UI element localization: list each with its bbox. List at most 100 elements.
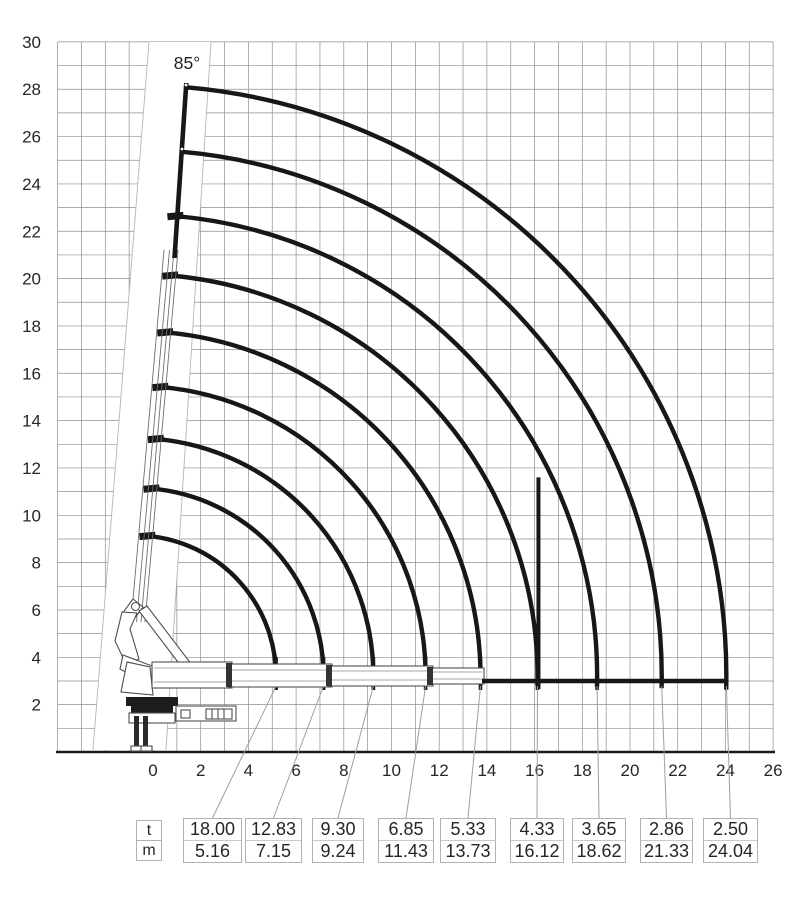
x-tick-label: 8 bbox=[339, 761, 348, 780]
reach-value: 21.33 bbox=[643, 841, 690, 861]
table-leader-lines bbox=[212, 685, 731, 819]
table-row-labels: t m bbox=[136, 820, 162, 861]
boom-collar bbox=[143, 484, 160, 493]
capacity-value: 6.85 bbox=[379, 819, 433, 841]
row-label-capacity: t bbox=[137, 821, 161, 841]
y-tick-label: 12 bbox=[22, 459, 41, 478]
outrigger-pad bbox=[140, 745, 153, 752]
crane-illustration bbox=[114, 82, 727, 752]
leader-line bbox=[467, 685, 481, 819]
boom-joint bbox=[180, 147, 184, 151]
reach-arc bbox=[180, 149, 664, 689]
capacity-value: 9.30 bbox=[313, 819, 363, 841]
base-plate bbox=[131, 706, 173, 713]
boom-collar bbox=[139, 531, 156, 541]
outrigger-leg bbox=[143, 716, 148, 747]
load-table-column: 4.33 16.12 bbox=[510, 818, 564, 863]
reach-arc bbox=[151, 486, 326, 681]
subframe-grille bbox=[205, 708, 233, 720]
leader-line bbox=[337, 685, 374, 819]
y-tick-label: 10 bbox=[22, 506, 41, 525]
vertical-boom-sections bbox=[130, 249, 179, 623]
capacity-value: 2.50 bbox=[704, 819, 757, 841]
subframe-detail bbox=[180, 709, 191, 719]
reach-value: 11.43 bbox=[384, 841, 428, 861]
reach-value: 16.12 bbox=[514, 841, 560, 861]
load-table-column: 9.30 9.24 bbox=[312, 818, 364, 863]
boom-collar bbox=[161, 271, 179, 280]
reach-arc bbox=[186, 85, 729, 690]
capacity-value: 18.00 bbox=[184, 819, 241, 841]
y-tick-label: 18 bbox=[22, 317, 41, 336]
knuckle-pin bbox=[130, 601, 141, 612]
reach-arc bbox=[175, 213, 600, 687]
load-table-column: 6.85 11.43 bbox=[378, 818, 434, 863]
reach-value: 18.62 bbox=[576, 841, 622, 861]
load-table-column: 3.65 18.62 bbox=[572, 818, 626, 863]
leader-line bbox=[536, 685, 538, 819]
y-tick-label: 24 bbox=[22, 175, 41, 194]
y-tick-label: 6 bbox=[32, 601, 41, 620]
x-tick-label: 0 bbox=[148, 761, 157, 780]
leader-line bbox=[212, 685, 277, 819]
base-frame bbox=[128, 712, 176, 724]
reach-arc bbox=[165, 330, 483, 685]
load-table-column: 2.50 24.04 bbox=[703, 818, 758, 863]
slew-ring bbox=[126, 697, 178, 706]
capacity-value: 3.65 bbox=[573, 819, 625, 841]
outrigger-pad bbox=[130, 745, 143, 752]
boom-corridor bbox=[92, 41, 212, 751]
y-tick-label: 2 bbox=[32, 696, 41, 715]
row-label-reach: m bbox=[142, 842, 156, 859]
capacity-value: 2.86 bbox=[641, 819, 692, 841]
reach-value: 5.16 bbox=[194, 841, 231, 861]
boom-tip-joint bbox=[184, 83, 188, 87]
reach-value: 13.73 bbox=[445, 841, 491, 861]
leader-line bbox=[596, 685, 600, 819]
load-table-column: 5.33 13.73 bbox=[440, 818, 496, 863]
x-tick-label: 26 bbox=[764, 761, 783, 780]
boom-angle-label: 85° bbox=[174, 53, 200, 73]
y-tick-label: 30 bbox=[22, 33, 41, 52]
capacity-value: 5.33 bbox=[441, 819, 495, 841]
y-tick-label: 16 bbox=[22, 364, 41, 383]
capacity-value: 4.33 bbox=[511, 819, 563, 841]
boom-collar bbox=[152, 382, 169, 392]
reach-value: 24.04 bbox=[707, 841, 754, 861]
outrigger-leg bbox=[134, 716, 139, 747]
reach-arcs bbox=[139, 85, 729, 690]
boom-collar bbox=[156, 328, 174, 337]
capacity-value: 12.83 bbox=[246, 819, 301, 841]
leader-line bbox=[405, 685, 427, 819]
load-table-column: 2.86 21.33 bbox=[640, 818, 693, 863]
x-tick-label: 12 bbox=[430, 761, 449, 780]
reach-value: 9.24 bbox=[320, 841, 356, 861]
y-tick-label: 4 bbox=[32, 648, 41, 667]
y-tick-label: 8 bbox=[32, 554, 41, 573]
x-tick-label: 10 bbox=[382, 761, 401, 780]
leader-line bbox=[725, 685, 731, 819]
leader-line bbox=[273, 685, 324, 819]
boom-collar bbox=[147, 434, 165, 444]
x-tick-label: 22 bbox=[668, 761, 687, 780]
x-tick-label: 6 bbox=[291, 761, 300, 780]
column-link bbox=[120, 661, 154, 696]
x-tick-label: 18 bbox=[573, 761, 592, 780]
y-tick-label: 26 bbox=[22, 128, 41, 147]
boom-top-section bbox=[172, 82, 189, 259]
load-table-column: 12.83 7.15 bbox=[245, 818, 302, 863]
x-tick-label: 4 bbox=[244, 761, 253, 780]
reach-arc bbox=[147, 533, 279, 680]
reach-arc bbox=[170, 273, 540, 686]
load-table-column: 18.00 5.16 bbox=[183, 818, 242, 863]
x-tick-label: 20 bbox=[621, 761, 640, 780]
horizontal-boom-sections bbox=[151, 661, 485, 689]
y-tick-label: 28 bbox=[22, 80, 41, 99]
x-tick-label: 24 bbox=[716, 761, 735, 780]
y-tick-label: 14 bbox=[22, 412, 41, 431]
reach-value: 7.15 bbox=[255, 841, 292, 861]
x-tick-label: 2 bbox=[196, 761, 205, 780]
y-axis-labels: 30 28 26 24 22 20 18 16 14 12 10 8 6 4 2 bbox=[22, 33, 41, 715]
